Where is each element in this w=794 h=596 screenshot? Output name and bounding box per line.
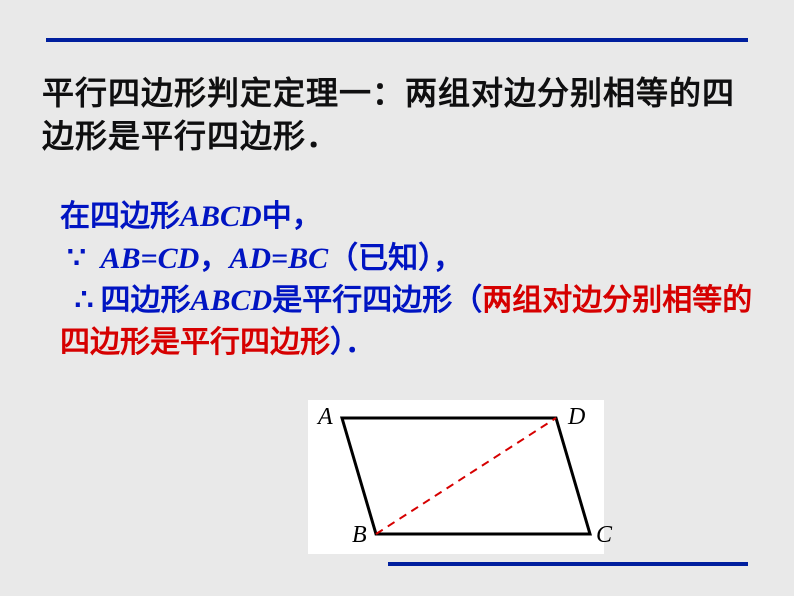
proof-l3-close: ）． — [330, 326, 375, 359]
proof-l1-abcd: ABCD — [180, 200, 262, 233]
proof-l2-eq1: = — [141, 242, 158, 275]
vertex-label-c: C — [596, 522, 612, 549]
theorem-text: 平行四边形判定定理一：两组对边分别相等的四边形是平行四边形． — [42, 72, 762, 158]
proof-l1-prefix: 在四边形 — [60, 200, 180, 233]
proof-l2-cd: CD — [158, 242, 200, 275]
proof-l2-given: （已知）， — [328, 242, 463, 275]
bottom-rule — [388, 562, 748, 566]
proof-block: 在四边形ABCD中， ∵ AB=CD，AD=BC（已知）， ∴四边形ABCD是平… — [60, 196, 760, 364]
proof-l2-eq2: = — [271, 242, 288, 275]
proof-l2-ad: AD — [229, 242, 271, 275]
because-symbol: ∵ — [60, 238, 93, 280]
proof-l2-bc: BC — [288, 242, 328, 275]
top-rule — [46, 38, 748, 42]
proof-l1-suffix: 中， — [262, 200, 322, 233]
parallelogram-diagram: A D C B — [290, 394, 610, 564]
therefore-symbol: ∴ — [68, 280, 101, 322]
vertex-label-d: D — [568, 404, 585, 431]
proof-l3-prefix: 四边形 — [101, 284, 191, 317]
proof-line-3: ∴四边形ABCD是平行四边形（两组对边分别相等的四边形是平行四边形）． — [60, 280, 760, 364]
diagram-svg — [290, 394, 610, 564]
vertex-label-a: A — [318, 404, 333, 431]
proof-l3-abcd: ABCD — [191, 284, 273, 317]
vertex-label-b: B — [352, 522, 367, 549]
proof-l3-is: 是平行四边形（ — [272, 284, 482, 317]
proof-line-2: ∵ AB=CD，AD=BC（已知）， — [60, 238, 760, 280]
proof-l2-ab: AB — [101, 242, 141, 275]
proof-line-1: 在四边形ABCD中， — [60, 196, 760, 238]
proof-l2-comma: ， — [199, 242, 229, 275]
